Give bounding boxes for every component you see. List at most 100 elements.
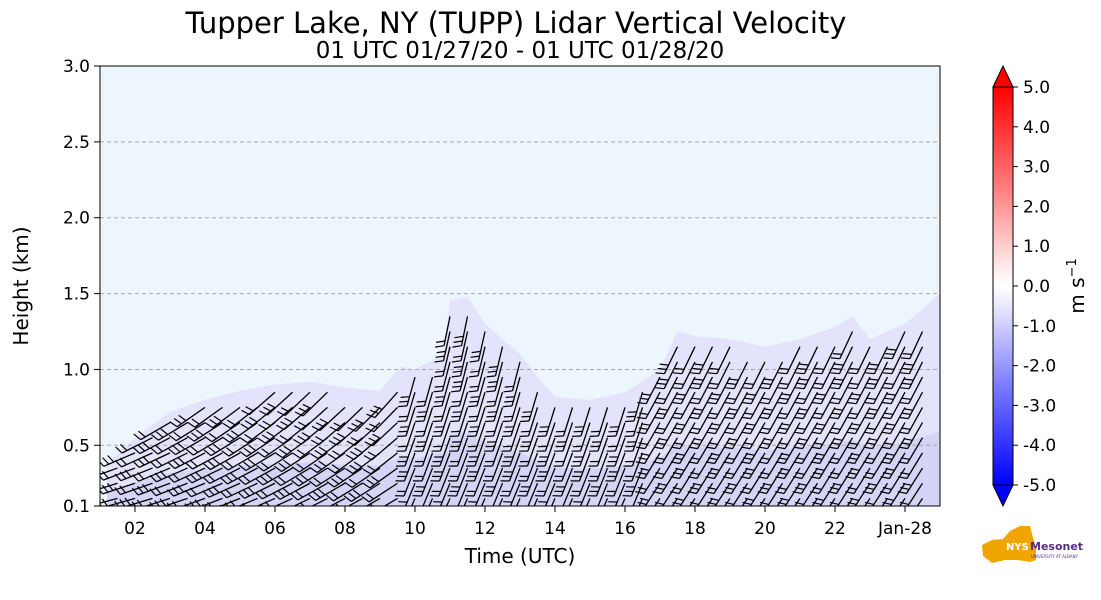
wind-barb: [413, 422, 434, 452]
wind-barb: [722, 452, 749, 480]
wind-barb: [169, 406, 206, 428]
wind-barb: [688, 422, 714, 450]
wind-barb: [653, 437, 679, 465]
wind-barb: [899, 391, 924, 420]
wind-barb: [452, 316, 469, 348]
wind-barb: [606, 407, 626, 437]
wind-barb: [256, 437, 293, 458]
wind-barb: [777, 361, 801, 390]
wind-barb: [636, 422, 661, 450]
colorbar-extend-min: [992, 484, 1014, 508]
wind-barb: [587, 467, 609, 497]
wind-barb: [151, 421, 188, 441]
wind-barb: [149, 467, 188, 483]
y-tick-label: 0.5: [63, 436, 90, 456]
wind-barb: [370, 497, 398, 506]
wind-barb: [620, 498, 626, 506]
wind-barb: [812, 376, 836, 405]
wind-barb: [237, 482, 276, 499]
wind-barb: [397, 376, 416, 408]
wind-barb: [606, 482, 626, 506]
wind-barb: [450, 376, 469, 408]
wind-barb: [775, 437, 801, 465]
wind-barb: [396, 407, 416, 437]
wind-barb: [397, 392, 416, 423]
gridlines: [100, 141, 940, 446]
wind-barb: [519, 392, 539, 423]
wind-barb: [291, 452, 328, 473]
wind-barb: [467, 392, 486, 423]
wind-barb: [863, 422, 889, 450]
wind-barb: [428, 498, 434, 506]
wind-barb: [828, 422, 854, 450]
wind-barb: [431, 422, 451, 452]
nys-mesonet-logo: NYS Mesonet UNIVERSITY AT ALBANY: [982, 526, 1083, 563]
wind-barb: [312, 497, 346, 506]
wind-barb: [757, 467, 784, 495]
wind-barb: [238, 452, 276, 472]
wind-barb: [654, 376, 679, 405]
colorbar-ticks: 5.0 4.0 3.0 2.0 1.0 0.0 -1.0 -2.0 -3.0 -4.0 -5.0: [1013, 78, 1056, 496]
wind-barb: [469, 346, 486, 378]
wind-barb: [485, 361, 504, 393]
wind-barb: [466, 482, 486, 506]
wind-barb: [185, 437, 223, 456]
wind-barb: [434, 331, 451, 363]
wind-barb: [450, 361, 469, 393]
wind-barb: [883, 331, 906, 360]
colorbar-tick-label: 3.0: [1023, 158, 1050, 178]
wind-barb: [707, 346, 731, 375]
wind-barb: [237, 497, 276, 506]
wind-barb: [623, 422, 644, 452]
wind-barb: [882, 376, 906, 405]
wind-barb: [760, 361, 784, 390]
wind-barb: [653, 422, 679, 450]
svg-text:NYS: NYS: [1006, 542, 1029, 553]
wind-barb: [343, 482, 381, 502]
wind-barb: [862, 467, 889, 495]
wind-barb: [185, 452, 223, 470]
wind-barb: [290, 482, 328, 501]
wind-barb: [518, 422, 539, 452]
wind-barb: [742, 376, 766, 405]
wind-barb: [344, 467, 381, 488]
wind-barb: [550, 498, 556, 506]
y-tick-label: 2.0: [63, 209, 90, 229]
wind-barb: [219, 482, 258, 499]
wind-barb: [291, 467, 328, 487]
x-tick-label: 02: [124, 519, 146, 539]
wind-barb: [741, 407, 766, 435]
wind-barb: [569, 467, 591, 497]
wind-barb: [100, 497, 118, 504]
wind-barb: [897, 482, 924, 506]
wind-barb: [432, 376, 451, 408]
wind-barb: [202, 482, 241, 498]
wind-barb: [723, 422, 749, 450]
wind-barb: [830, 361, 854, 390]
wind-barb: [587, 452, 609, 482]
wind-barb: [554, 407, 574, 437]
wind-barb: [865, 361, 889, 390]
x-tick-label: 14: [544, 519, 566, 539]
colorbar: 5.0 4.0 3.0 2.0 1.0 0.0 -1.0 -2.0 -3.0 -4.0 -5.0 m…: [992, 64, 1089, 508]
wind-barb: [654, 407, 679, 435]
wind-barb: [671, 422, 696, 450]
wind-barb: [396, 482, 416, 506]
wind-barb: [293, 406, 328, 431]
wind-barb: [515, 498, 521, 506]
wind-barb: [671, 391, 696, 420]
wind-barb: [203, 437, 241, 457]
wind-barb: [863, 437, 889, 465]
wind-barb: [670, 437, 696, 465]
wind-barb: [652, 452, 679, 480]
wind-barb: [705, 437, 731, 465]
wind-barb: [588, 437, 609, 467]
wind-barb: [705, 452, 731, 480]
svg-text:Mesonet: Mesonet: [1030, 540, 1083, 553]
wind-barb: [410, 498, 416, 506]
wind-barb: [255, 482, 293, 500]
wind-barb: [239, 437, 276, 458]
wind-barb: [654, 391, 679, 420]
wind-barb: [100, 482, 118, 490]
